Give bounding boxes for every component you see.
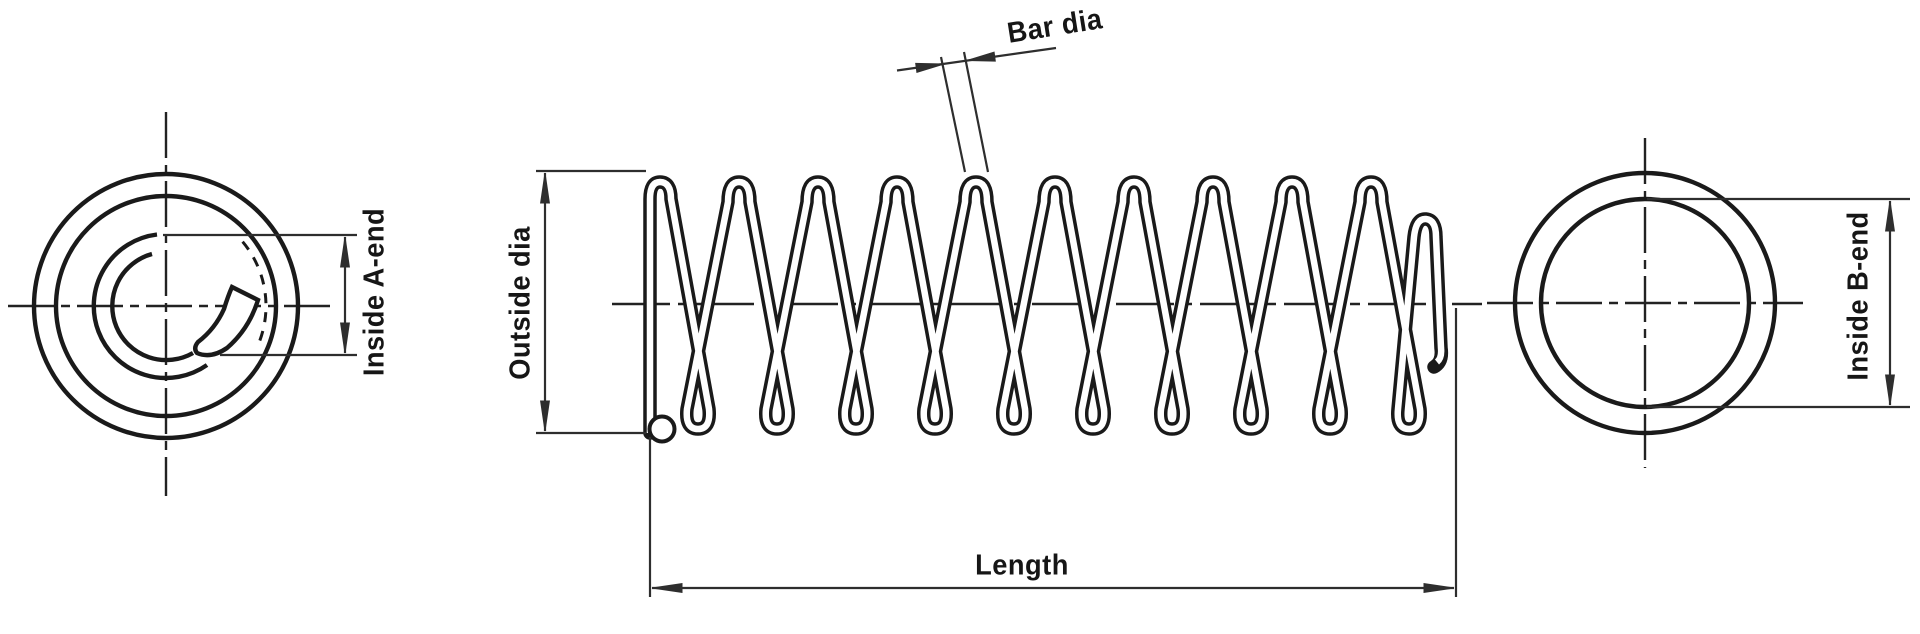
a-end-hidden-dashed-arc	[241, 240, 268, 349]
spring-wire-interior	[646, 178, 1445, 433]
b-end-arrow-up	[1885, 200, 1895, 232]
inside-b-end-dimension	[1647, 197, 1910, 409]
bar-dia-arrow-right	[966, 51, 996, 62]
length-dimension	[648, 308, 1458, 597]
a-end-arrow-down	[340, 322, 350, 354]
a-end-view	[8, 112, 332, 496]
bar-dia-extension-line-right	[962, 51, 990, 173]
a-end-wire-hook	[193, 284, 261, 358]
b-end-outer-circle	[1512, 170, 1778, 436]
outside-dia-label: Outside dia	[504, 226, 537, 380]
bar-dia-arrow-left	[915, 62, 945, 74]
inside-a-end-label: Inside A-end	[358, 207, 391, 377]
spring-wire-end-circle	[647, 414, 677, 444]
a-end-arrow-up	[340, 236, 350, 268]
length-arrow-left	[651, 583, 683, 593]
outside-dia-dimension	[536, 169, 646, 435]
a-end-spiral-inner-arc	[110, 251, 195, 363]
inside-a-end-dimension	[163, 233, 357, 357]
b-end-inner-circle	[1538, 196, 1752, 410]
b-end-view	[1487, 138, 1803, 468]
length-arrow-right	[1423, 583, 1455, 593]
a-end-middle-circle	[53, 193, 279, 419]
bar-dia-callout	[896, 46, 1057, 173]
bar-dia-extension-line-left	[939, 56, 967, 173]
outside-dia-arrow-up	[540, 172, 550, 204]
a-end-outer-circle	[31, 171, 301, 441]
length-label: Length	[975, 549, 1069, 582]
outside-dia-arrow-down	[540, 400, 550, 432]
length-label-text: Length	[975, 549, 1069, 582]
inside-a-end-label-text: Inside A-end	[358, 207, 391, 377]
spring-side-view	[612, 175, 1482, 444]
outside-dia-label-text: Outside dia	[504, 226, 537, 380]
inside-b-end-label-text: Inside B-end	[1842, 211, 1875, 381]
b-end-arrow-down	[1885, 374, 1895, 406]
inside-b-end-label: Inside B-end	[1842, 211, 1875, 381]
a-end-spiral-outer-arc	[91, 232, 209, 381]
